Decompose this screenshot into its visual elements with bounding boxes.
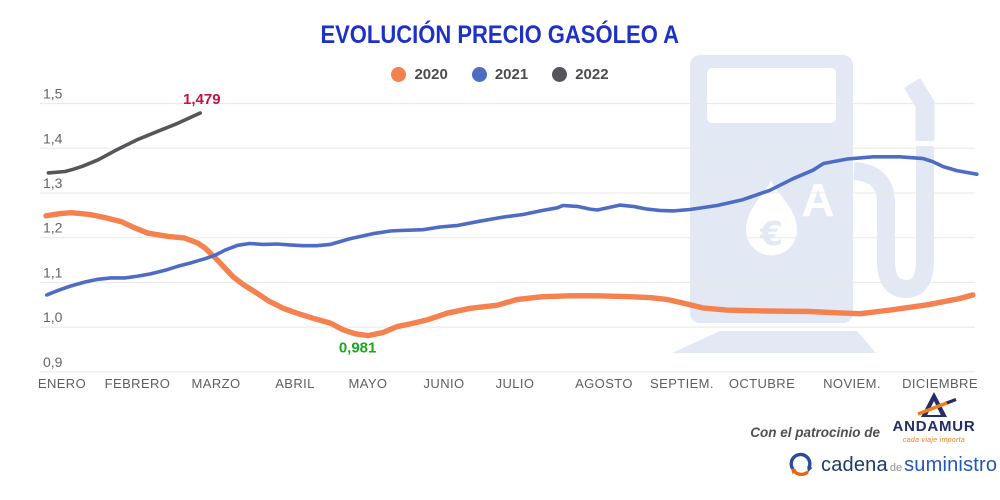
y-tick-label: 1,1 [43, 264, 63, 280]
series-line-2022 [46, 111, 202, 175]
andamur-logo: ANDAMUR cada viaje importa [884, 391, 984, 444]
series-line-2021 [44, 155, 979, 297]
page-title-text: EVOLUCIÓN PRECIO GASÓLEO A [320, 21, 680, 49]
legend-dot-2020 [391, 67, 407, 82]
sponsor-text: Con el patrocinio de [750, 425, 880, 440]
gridlines [40, 103, 975, 373]
axis-labels: 1,5 1,4 1,3 1,2 1,1 1,0 0,9 ENERO FEBRERO MARZO AB… [38, 86, 978, 391]
x-tick-label-septiem: SEPTIEM. [650, 376, 714, 391]
cadena-word-3: suministro [904, 453, 998, 476]
page-title: EVOLUCIÓN PRECIO GASÓLEO A [0, 14, 1000, 51]
x-tick-label-mayo: MAYO [349, 376, 388, 391]
y-tick-label: 1,0 [43, 309, 63, 325]
annotation-0-981: 0,981 [339, 340, 377, 357]
cadena-wordmark: cadena de suministro [821, 454, 997, 477]
andamur-wordmark: ANDAMUR [892, 418, 976, 435]
legend-label-2020: 2020 [414, 66, 448, 83]
legend-dot-2022 [552, 67, 568, 82]
letter-a: A [801, 174, 834, 226]
x-tick-label-abril: ABRIL [275, 376, 315, 391]
annotation-1-479: 1,479 [183, 91, 221, 108]
y-tick-label: 1,3 [43, 175, 63, 191]
cadena-de-suministro-logo: cadena de suministro [788, 452, 997, 478]
x-tick-label-octubre: OCTUBRE [729, 376, 795, 391]
andamur-logo-mark [917, 392, 957, 417]
y-tick-label: 0,9 [43, 354, 63, 370]
y-tick-label: 1,2 [43, 220, 63, 236]
legend-dot-2021 [471, 67, 487, 82]
legend-item-2021[interactable]: 2021 [471, 66, 529, 83]
x-tick-label-julio: JULIO [496, 376, 535, 391]
series-line-2020 [43, 209, 976, 339]
y-tick-label: 1,4 [43, 130, 63, 146]
legend-item-2022[interactable]: 2022 [552, 66, 609, 83]
x-tick-label-enero: ENERO [38, 376, 86, 391]
annotations: 1,479 0,981 [183, 91, 376, 357]
x-tick-label-junio: JUNIO [424, 376, 465, 391]
andamur-tagline: cada viaje importa [902, 436, 966, 444]
x-tick-label-noviem: NOVIEM. [823, 376, 881, 391]
x-tick-label-febrero: FEBRERO [105, 376, 171, 391]
cadena-word-2: de [889, 461, 903, 474]
x-tick-label-agosto: AGOSTO [575, 376, 633, 391]
legend-label-2022: 2022 [575, 66, 609, 83]
x-tick-label-marzo: MARZO [192, 376, 241, 391]
y-tick-label: 1,5 [43, 86, 63, 102]
chart-legend: 2020 2021 2022 [0, 66, 1000, 83]
euro-symbol: € [759, 214, 783, 253]
data-series [43, 111, 979, 339]
circular-arrows-icon [789, 452, 813, 477]
cadena-word-1: cadena [821, 453, 888, 476]
legend-label-2021: 2021 [494, 66, 529, 83]
legend-item-2020[interactable]: 2020 [391, 66, 448, 83]
x-tick-label-diciembre: DICIEMBRE [902, 376, 978, 391]
